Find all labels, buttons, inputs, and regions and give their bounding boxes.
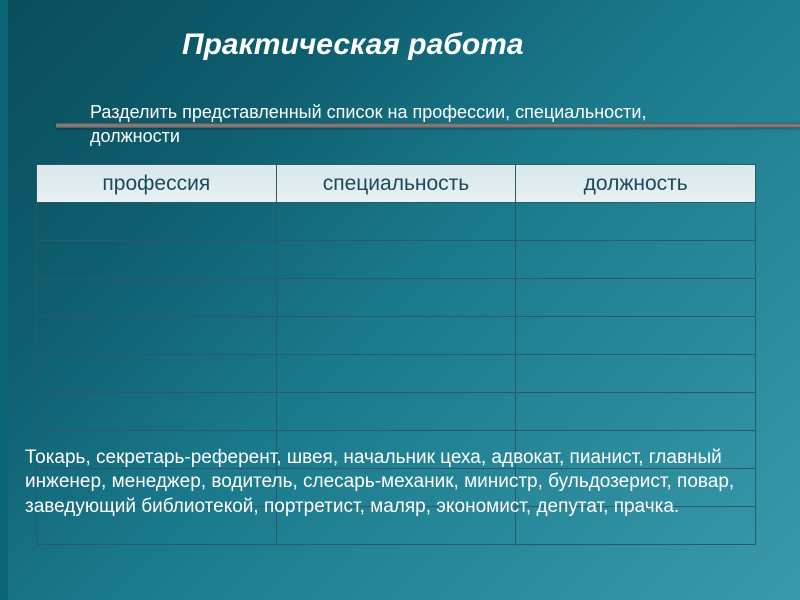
table-row: [37, 317, 756, 355]
table-row: [37, 279, 756, 317]
column-header-specialty: специальность: [276, 165, 516, 203]
column-header-profession: профессия: [37, 165, 277, 203]
slide-subtitle: Разделить представленный список на профе…: [90, 100, 740, 149]
left-accent-stripe: [0, 0, 8, 600]
table-row: [37, 393, 756, 431]
table-row: [37, 355, 756, 393]
professions-list-text: Токарь, секретарь-референт, швея, началь…: [25, 446, 780, 519]
column-header-position: должность: [516, 165, 756, 203]
table-row: [37, 241, 756, 279]
slide-title: Практическая работа: [182, 28, 524, 62]
table-header-row: профессия специальность должность: [37, 165, 756, 203]
table-row: [37, 203, 756, 241]
